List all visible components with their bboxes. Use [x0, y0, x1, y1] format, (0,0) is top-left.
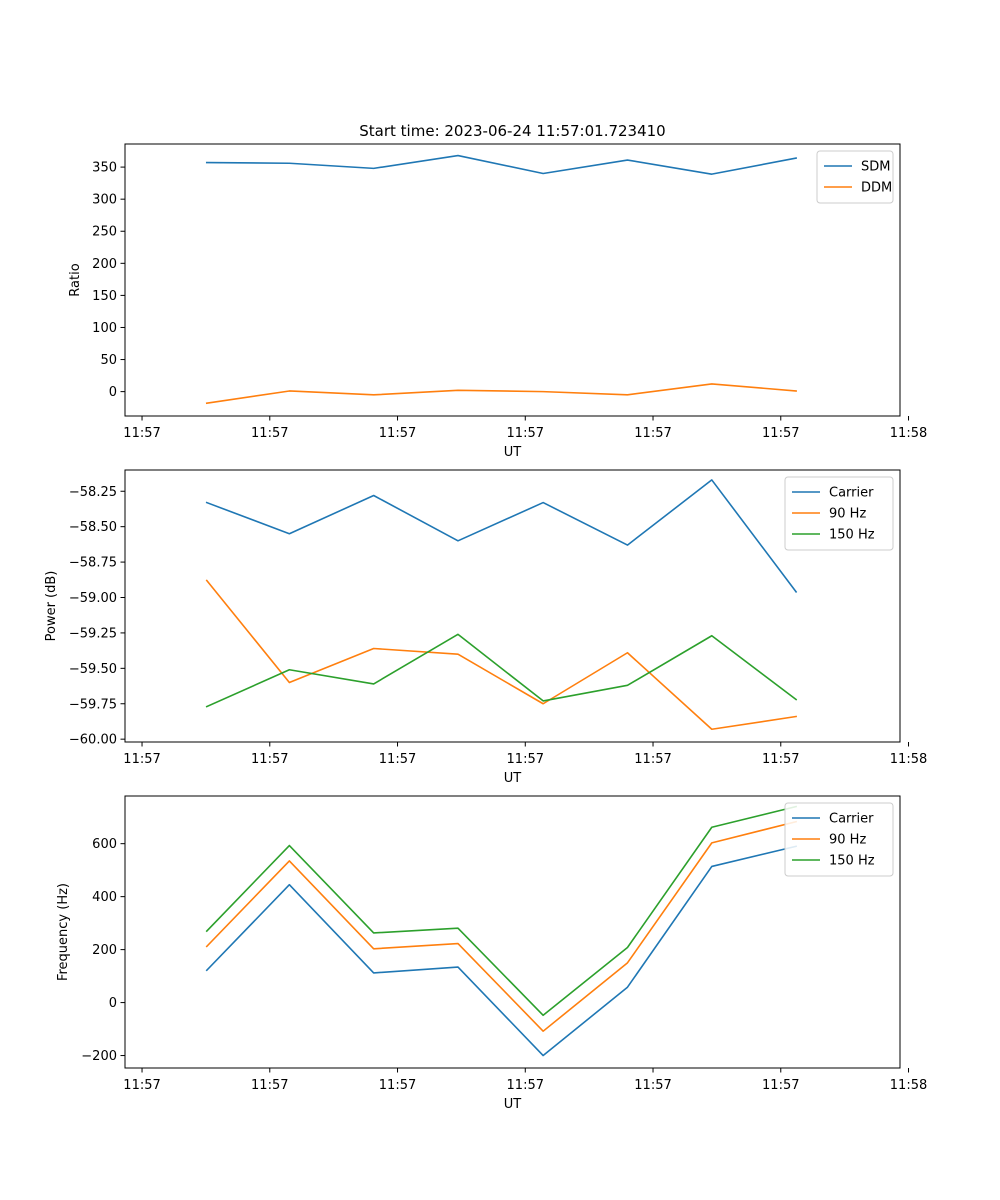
legend-label: Carrier	[829, 486, 874, 501]
x-tick-label: 11:58	[890, 426, 927, 441]
legend-box	[784, 476, 894, 551]
y-tick-label: 100	[92, 321, 117, 336]
x-tick-label: 11:57	[507, 426, 544, 441]
legend: Carrier 90 Hz 150 Hz	[784, 476, 894, 551]
legend-label: 90 Hz	[829, 833, 866, 848]
x-tick-label: 11:57	[507, 1078, 544, 1093]
y-tick-label: 150	[92, 289, 117, 304]
axes-frame	[124, 143, 901, 417]
x-axis-label: UT	[504, 1097, 522, 1112]
y-axis-label: Power (dB)	[44, 571, 59, 642]
chart-panel-1: 11:57 11:57 11:57 11:57 11:57 11:57 11:58 0 50 10…	[68, 143, 927, 460]
y-tick-label: −200	[81, 1049, 117, 1064]
legend-label: 150 Hz	[829, 528, 875, 543]
legend-label: 150 Hz	[829, 854, 875, 869]
y-tick-label: −58.75	[69, 556, 117, 571]
y-axis-label: Ratio	[68, 263, 83, 296]
y-tick-label: −60.00	[69, 733, 117, 748]
series-line-carrier	[205, 845, 798, 1057]
series-line-ddm	[205, 383, 797, 405]
series-line-90-hz	[205, 579, 798, 731]
x-tick-label: 11:57	[634, 426, 671, 441]
y-tick-label: −58.25	[69, 485, 117, 500]
series-line-90-hz	[205, 820, 798, 1032]
x-tick-label: 11:58	[890, 1078, 927, 1093]
axes-frame	[124, 469, 901, 743]
y-tick-label: 250	[92, 225, 117, 240]
x-tick-label: 11:57	[634, 1078, 671, 1093]
series-line-150-hz	[205, 805, 798, 1017]
legend-label: DDM	[861, 181, 892, 196]
x-axis-label: UT	[504, 771, 522, 786]
y-tick-label: −59.00	[69, 591, 117, 606]
x-tick-label: 11:57	[762, 1078, 799, 1093]
x-tick-label: 11:57	[251, 752, 288, 767]
legend: SDM DDM	[816, 150, 894, 204]
y-tick-label: 0	[109, 996, 117, 1011]
y-tick-label: 200	[92, 943, 117, 958]
figure-title: Start time: 2023-06-24 11:57:01.723410	[359, 122, 665, 140]
x-tick-label: 11:57	[507, 752, 544, 767]
y-tick-label: −58.50	[69, 520, 117, 535]
y-tick-label: 600	[92, 837, 117, 852]
y-tick-label: 50	[100, 353, 117, 368]
y-tick-label: −59.25	[69, 626, 117, 641]
charts: 11:57 11:57 11:57 11:57 11:57 11:57 11:58 0 50 10…	[44, 143, 927, 1112]
y-tick-label: 200	[92, 257, 117, 272]
y-axis-label: Frequency (Hz)	[56, 883, 71, 981]
chart-panel-3: 11:57 11:57 11:57 11:57 11:57 11:57 11:58 −200 0…	[56, 795, 927, 1112]
x-tick-label: 11:57	[123, 1078, 160, 1093]
x-tick-label: 11:57	[251, 1078, 288, 1093]
x-tick-label: 11:57	[379, 426, 416, 441]
x-tick-label: 11:57	[251, 426, 288, 441]
x-tick-label: 11:57	[123, 752, 160, 767]
x-tick-label: 11:57	[762, 426, 799, 441]
y-tick-label: −59.75	[69, 697, 117, 712]
legend-label: SDM	[861, 160, 890, 175]
x-tick-label: 11:57	[379, 752, 416, 767]
series-line-sdm	[205, 154, 798, 175]
y-tick-label: 0	[109, 385, 117, 400]
x-axis-label: UT	[504, 445, 522, 460]
series-line-carrier	[205, 479, 798, 593]
legend-label: Carrier	[829, 812, 874, 827]
x-tick-label: 11:57	[379, 1078, 416, 1093]
y-tick-label: 400	[92, 890, 117, 905]
y-tick-label: 350	[92, 161, 117, 176]
x-tick-label: 11:57	[762, 752, 799, 767]
legend: Carrier 90 Hz 150 Hz	[784, 802, 894, 877]
x-tick-label: 11:57	[123, 426, 160, 441]
legend-box	[784, 802, 894, 877]
x-tick-label: 11:57	[634, 752, 671, 767]
series-line-150-hz	[205, 633, 798, 708]
chart-panel-2: 11:57 11:57 11:57 11:57 11:57 11:57 11:58 −60.0…	[44, 469, 927, 786]
legend-box	[816, 150, 894, 204]
axes-frame	[124, 795, 901, 1069]
x-tick-label: 11:58	[890, 752, 927, 767]
legend-label: 90 Hz	[829, 507, 866, 522]
y-tick-label: 300	[92, 193, 117, 208]
y-tick-label: −59.50	[69, 662, 117, 677]
